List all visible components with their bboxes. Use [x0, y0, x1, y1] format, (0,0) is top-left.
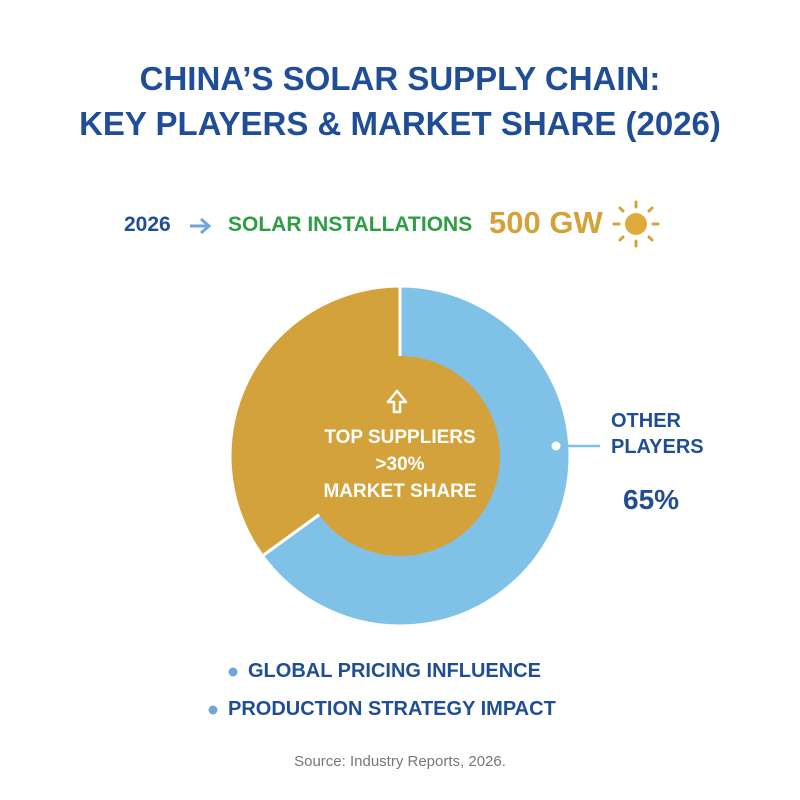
sun-icon — [612, 200, 660, 248]
bullet-dot — [228, 667, 238, 677]
bullet-dot — [208, 705, 218, 715]
headline-year: 2026 — [124, 213, 171, 236]
up-icon — [386, 389, 408, 414]
title: KEY PLAYERS & MARKET SHARE (2026) — [79, 105, 721, 142]
source: Source: Industry Reports, 2026. — [294, 753, 506, 770]
slice-label: OTHER PLAYERS — [611, 410, 704, 458]
title: CHINA’S SOLAR SUPPLY CHAIN: — [139, 60, 661, 97]
headline-label: SOLAR INSTALLATIONS — [228, 213, 473, 236]
center-text: MARKET SHARE — [323, 481, 477, 502]
center-text: >30% — [375, 454, 425, 475]
donut-center — [300, 356, 500, 556]
bullet-text: PRODUCTION STRATEGY IMPACT — [228, 698, 556, 720]
slice-value-label: 65% — [623, 484, 680, 515]
center-text: TOP SUPPLIERS — [324, 427, 476, 448]
arrow-icon — [190, 217, 212, 235]
bullet-text: GLOBAL PRICING INFLUENCE — [248, 660, 541, 682]
connector-dot — [548, 438, 564, 454]
headline-value: 500 GW — [489, 205, 603, 240]
